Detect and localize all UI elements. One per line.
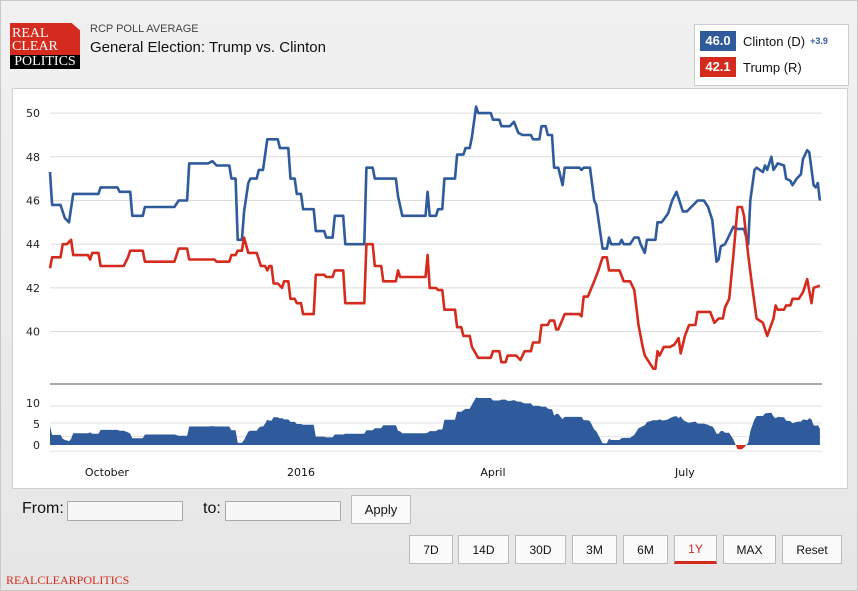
y-tick-label: 46 <box>26 194 40 207</box>
y-tick-label: 48 <box>26 151 40 164</box>
range-button-reset[interactable]: Reset <box>782 535 842 564</box>
legend: 46.0 Clinton (D) +3.9 42.1 Trump (R) <box>694 24 849 86</box>
from-date-input[interactable] <box>67 501 183 521</box>
footer-brand[interactable]: REALCLEARPOLITICS <box>6 573 130 587</box>
x-tick-label: July <box>674 466 695 479</box>
range-button-3m[interactable]: 3M <box>572 535 617 564</box>
y-tick-label: 50 <box>26 107 40 120</box>
rcp-logo[interactable]: REAL CLEAR POLITICS <box>10 23 80 69</box>
trump-value-badge: 42.1 <box>700 57 736 77</box>
poll-average-kicker: RCP POLL AVERAGE <box>90 23 199 35</box>
x-tick-label: October <box>85 466 129 479</box>
legend-item-trump: 42.1 Trump (R) <box>700 57 802 77</box>
spread-value: +3.9 <box>810 36 828 46</box>
range-button-14d[interactable]: 14D <box>458 535 509 564</box>
logo-line: CLEAR <box>12 39 58 54</box>
y-tick-label: 40 <box>26 326 40 339</box>
apply-button[interactable]: Apply <box>351 495 411 524</box>
range-button-30d[interactable]: 30D <box>515 535 566 564</box>
y-tick-label: 42 <box>26 282 40 295</box>
logo-line: REAL <box>12 26 49 41</box>
to-date-input[interactable] <box>225 501 341 521</box>
page-title: General Election: Trump vs. Clinton <box>90 39 326 56</box>
range-button-6m[interactable]: 6M <box>623 535 668 564</box>
spread-y-tick-label: 5 <box>33 418 40 431</box>
clinton-value-badge: 46.0 <box>700 31 736 51</box>
spread-area-negative <box>50 445 820 450</box>
spread-y-tick-label: 0 <box>33 439 40 452</box>
series-line-trump <box>48 205 821 371</box>
range-button-7d[interactable]: 7D <box>409 535 453 564</box>
clinton-label: Clinton (D) <box>743 33 806 49</box>
legend-item-clinton: 46.0 Clinton (D) +3.9 <box>700 31 828 51</box>
logo-red-block <box>10 23 80 56</box>
from-label: From: <box>22 500 64 517</box>
y-tick-label: 44 <box>26 238 40 251</box>
x-tick-label: 2016 <box>287 466 315 479</box>
spread-y-tick-label: 10 <box>26 397 40 410</box>
to-label: to: <box>203 500 221 517</box>
series-line-clinton <box>48 105 822 264</box>
x-tick-label: April <box>480 466 505 479</box>
spread-area-positive <box>50 397 820 445</box>
trump-label: Trump (R) <box>743 59 802 75</box>
range-button-max[interactable]: MAX <box>723 535 776 564</box>
range-button-1y[interactable]: 1Y <box>674 535 717 564</box>
logo-line: POLITICS <box>10 55 80 69</box>
